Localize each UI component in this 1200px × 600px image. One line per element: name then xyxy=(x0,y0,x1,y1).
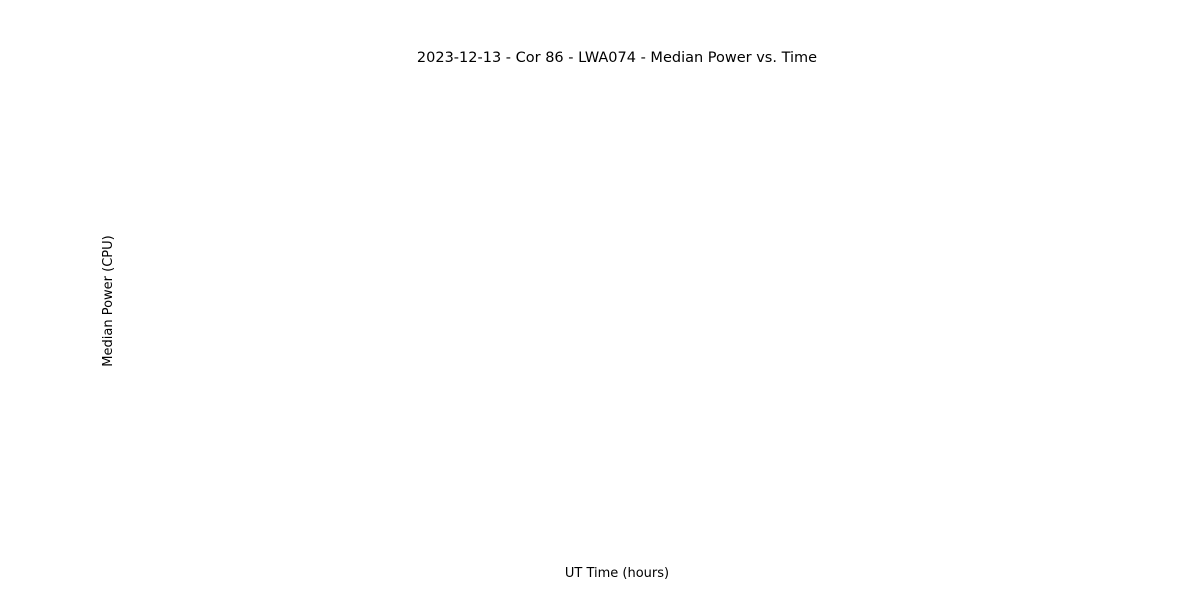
chart-title: 2023-12-13 - Cor 86 - LWA074 - Median Po… xyxy=(417,50,817,66)
x-axis-label: UT Time (hours) xyxy=(565,566,669,581)
y-axis-label: Median Power (CPU) xyxy=(101,235,116,366)
